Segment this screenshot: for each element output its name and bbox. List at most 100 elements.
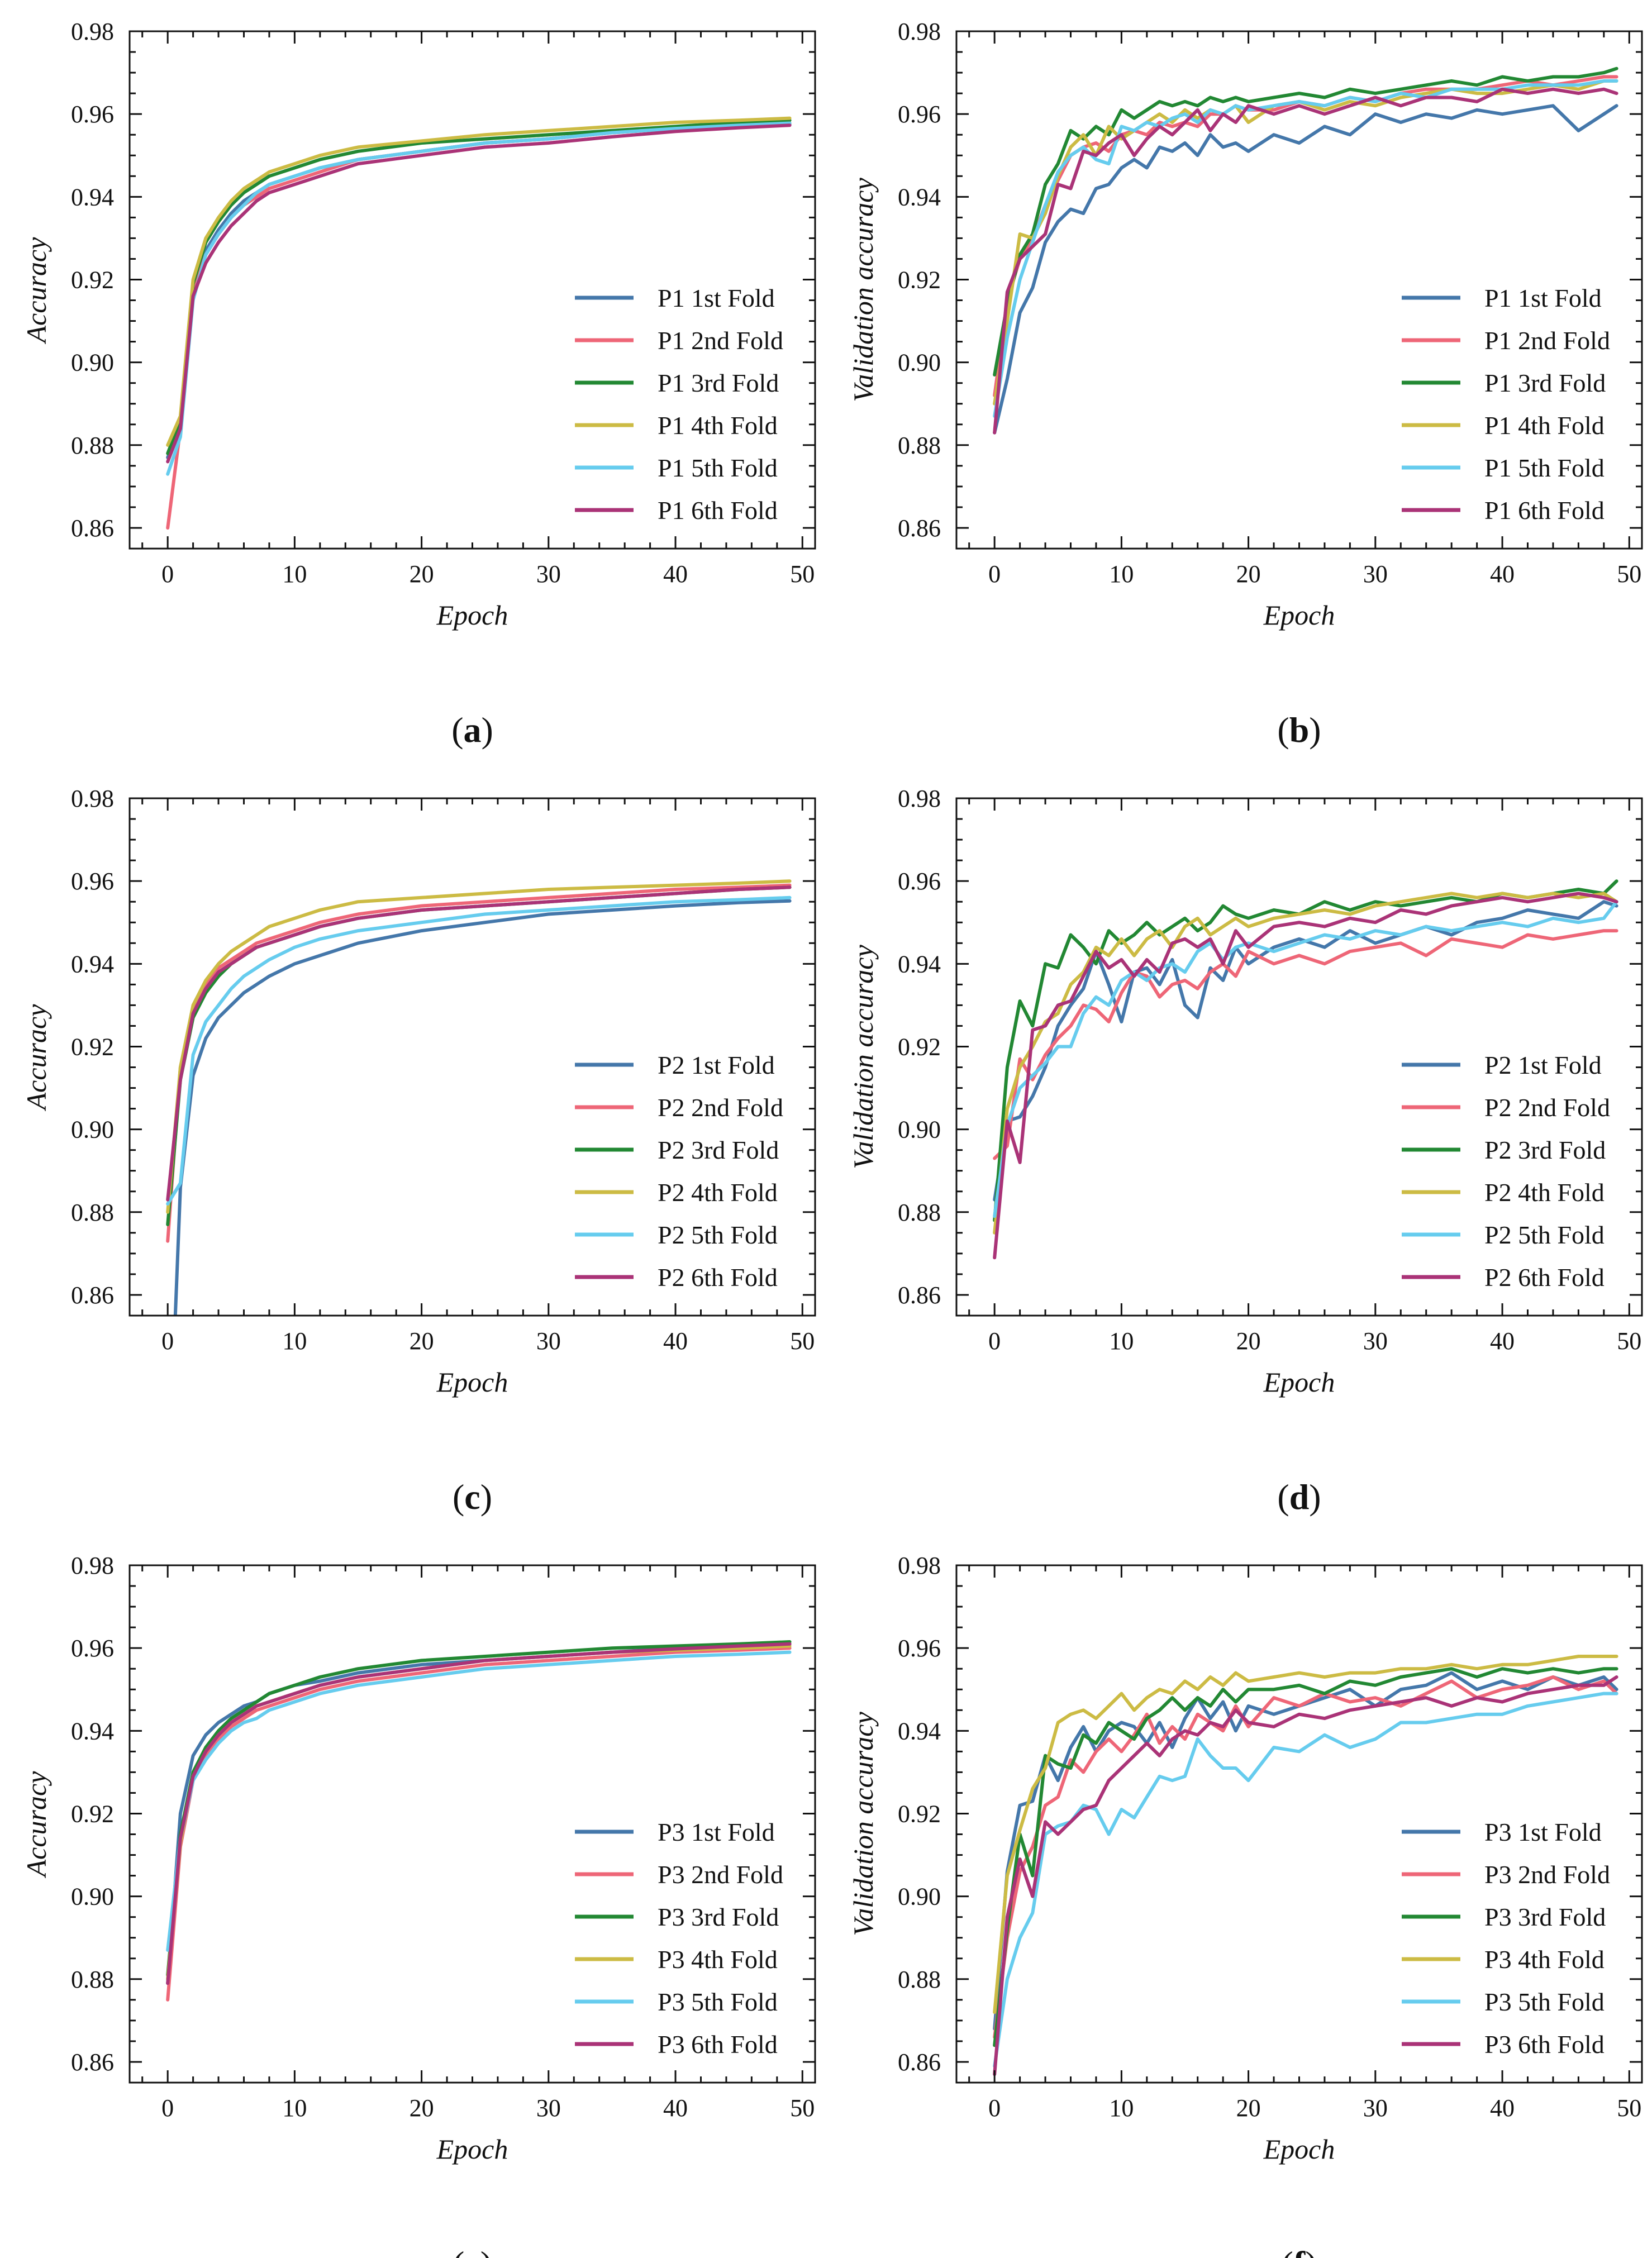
y-tick-label: 0.86: [898, 515, 941, 542]
x-tick-label: 50: [1617, 2094, 1641, 2122]
panel-label: (c): [453, 1477, 492, 1517]
series-line-f-fold3: [993, 1667, 1618, 2047]
series-line-c-fold5: [166, 895, 792, 1206]
legend-entry: P3 6th Fold: [658, 2030, 778, 2059]
x-tick-label: 40: [1490, 1327, 1515, 1355]
legend-entry: P2 1st Fold: [1484, 1051, 1602, 1079]
chart-panel-d: 0.86 0.88 0.90 0.92 0.94 0.96 0.98 0 10 20 30 40 50 E…: [848, 785, 1643, 1517]
y-tick-label: 0.94: [71, 1717, 114, 1745]
y-tick-label: 0.94: [898, 183, 941, 211]
y-tick-label: 0.86: [71, 515, 114, 542]
plot-area: [993, 1655, 1618, 2076]
y-tick-label: 0.88: [71, 1199, 114, 1226]
chart-panel-f: 0.86 0.88 0.90 0.92 0.94 0.96 0.98 0 10 20 30 40 50 E…: [848, 1552, 1643, 2258]
y-tick-label: 0.94: [71, 950, 114, 978]
x-tick-label: 20: [410, 1327, 434, 1355]
x-tick-label: 30: [536, 560, 561, 588]
legend: P3 1st Fold P3 2nd Fold P3 3rd Fold P3 4th …: [1402, 1818, 1610, 2059]
legend-entry: P2 1st Fold: [658, 1051, 775, 1079]
legend-entry: P1 3rd Fold: [658, 369, 779, 397]
y-tick-label: 0.98: [898, 18, 941, 45]
x-tick-label: 30: [1363, 560, 1388, 588]
chart-panel-a: 0.86 0.88 0.90 0.92 0.94 0.96 0.98 0 10 20 30 40 50 E…: [21, 18, 816, 750]
y-tick-label: 0.86: [71, 2049, 114, 2076]
y-tick-label: 0.96: [898, 868, 941, 895]
legend-entry: P2 6th Fold: [1484, 1263, 1605, 1292]
legend-entry: P3 2nd Fold: [1484, 1860, 1610, 1889]
plot-area: [993, 66, 1618, 435]
x-tick-label: 10: [1109, 560, 1134, 588]
legend-entry: P1 2nd Fold: [658, 326, 783, 355]
x-axis-label: Epoch: [436, 2133, 508, 2165]
x-tick-label: 0: [161, 1327, 174, 1355]
x-tick-label: 30: [536, 2094, 561, 2122]
x-tick-label: 40: [663, 560, 688, 588]
series-line-c-fold2: [166, 883, 792, 1243]
panel-label: (d): [1277, 1477, 1321, 1517]
legend-entry: P3 3rd Fold: [1484, 1903, 1606, 1931]
legend-entry: P2 2nd Fold: [1484, 1093, 1610, 1122]
series-line-b-fold1: [993, 104, 1618, 435]
legend-entry: P2 4th Fold: [658, 1178, 778, 1207]
legend-entry: P2 5th Fold: [1484, 1221, 1605, 1249]
series-line-d-fold4: [993, 892, 1618, 1235]
series-line-c-fold6: [166, 885, 792, 1202]
x-tick-label: 50: [1617, 1327, 1641, 1355]
x-tick-label: 30: [1363, 2094, 1388, 2122]
y-tick-label: 0.88: [71, 432, 114, 459]
legend-entry: P3 1st Fold: [1484, 1818, 1602, 1846]
x-tick-label: 40: [1490, 560, 1515, 588]
legend-entry: P1 5th Fold: [658, 454, 778, 482]
y-tick-label: 0.90: [71, 1883, 114, 1911]
legend-entry: P2 5th Fold: [658, 1221, 778, 1249]
x-tick-label: 40: [663, 2094, 688, 2122]
y-tick-label: 0.98: [71, 18, 114, 45]
y-tick-label: 0.88: [71, 1966, 114, 1993]
series-line-e-fold3: [166, 1640, 792, 1977]
legend: P2 1st Fold P2 2nd Fold P2 3rd Fold P2 4th …: [1402, 1051, 1610, 1292]
x-axis-label: Epoch: [1263, 1366, 1335, 1398]
series-line-e-fold2: [166, 1646, 792, 2002]
x-tick-label: 0: [161, 2094, 174, 2122]
x-axis-label: Epoch: [436, 599, 508, 631]
y-tick-label: 0.96: [898, 1635, 941, 1662]
y-tick-label: 0.92: [898, 266, 941, 293]
x-tick-label: 30: [1363, 1327, 1388, 1355]
y-axis-label: Validation accuracy: [848, 945, 879, 1169]
y-axis-label: Validation accuracy: [848, 1712, 879, 1936]
y-tick-label: 0.88: [898, 1966, 941, 1993]
y-tick-label: 0.88: [898, 432, 941, 459]
legend-entry: P1 1st Fold: [1484, 284, 1602, 312]
y-tick-label: 0.98: [898, 1552, 941, 1579]
series-line-d-fold2: [993, 929, 1618, 1160]
legend-entry: P1 6th Fold: [658, 496, 778, 525]
legend-entry: P2 3rd Fold: [1484, 1136, 1606, 1164]
y-tick-label: 0.94: [898, 950, 941, 978]
chart-panel-b: 0.86 0.88 0.90 0.92 0.94 0.96 0.98 0 10 20 30 40 50 E…: [848, 18, 1643, 750]
x-tick-label: 10: [282, 1327, 307, 1355]
x-tick-label: 50: [790, 2094, 815, 2122]
legend-entry: P3 1st Fold: [658, 1818, 775, 1846]
legend: P3 1st Fold P3 2nd Fold P3 3rd Fold P3 4th …: [575, 1818, 783, 2059]
x-tick-label: 20: [1236, 560, 1261, 588]
y-tick-label: 0.90: [898, 349, 941, 377]
legend-entry: P3 3rd Fold: [658, 1903, 779, 1931]
series-line-f-fold4: [993, 1655, 1618, 2014]
y-tick-label: 0.92: [71, 1033, 114, 1060]
legend-entry: P1 4th Fold: [1484, 411, 1605, 440]
panel-label: (a): [451, 710, 493, 750]
y-tick-label: 0.88: [898, 1199, 941, 1226]
series-line-f-fold2: [993, 1675, 1618, 2039]
x-tick-label: 0: [988, 560, 1001, 588]
y-tick-label: 0.96: [71, 868, 114, 895]
series-line-e-fold1: [166, 1642, 792, 1985]
panel-label: (f): [1282, 2244, 1317, 2258]
x-axis-label: Epoch: [1263, 599, 1335, 631]
chart-panel-e: 0.86 0.88 0.90 0.92 0.94 0.96 0.98 0 10 20 30 40 50 E…: [21, 1552, 816, 2258]
legend-entry: P2 2nd Fold: [658, 1093, 783, 1122]
series-line-a-fold5: [166, 121, 792, 476]
y-tick-label: 0.92: [71, 266, 114, 293]
y-tick-label: 0.90: [71, 1116, 114, 1144]
y-tick-label: 0.96: [71, 101, 114, 128]
y-tick-label: 0.92: [71, 1800, 114, 1827]
